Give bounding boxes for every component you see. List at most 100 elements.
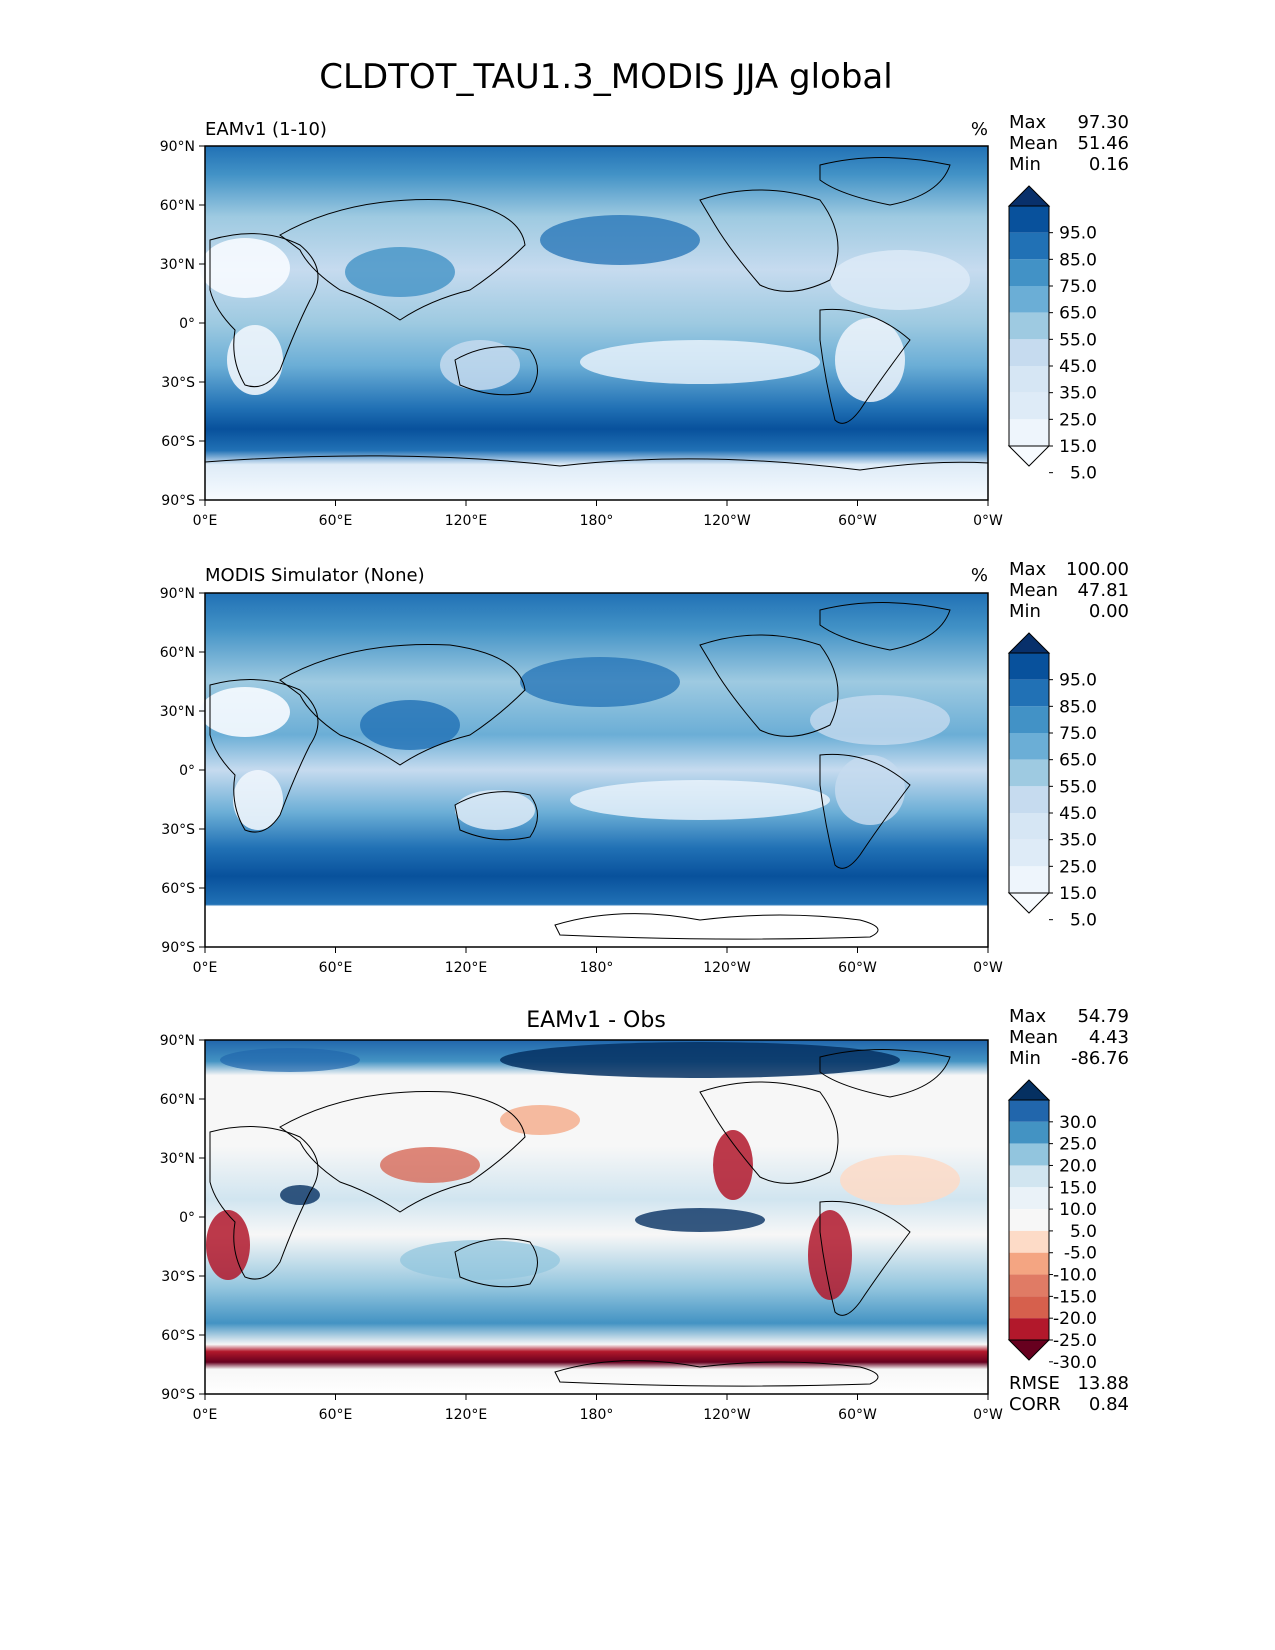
colorbar-label: 65.0 [1059, 751, 1097, 771]
colorbar-label: 15.0 [1059, 1178, 1097, 1198]
stat-value-min: 0.00 [1089, 601, 1129, 622]
map-plot [204, 1039, 989, 1395]
colorbar-segment [1009, 839, 1049, 867]
cloud-feature [200, 238, 290, 298]
y-tick-label: 60°N [160, 198, 195, 214]
y-tick-label: 30°S [161, 375, 195, 391]
cloud-feature [830, 250, 970, 310]
colorbar-segment [1009, 232, 1049, 260]
x-tick-label: 180° [580, 1407, 614, 1423]
x-tick-label: 0°W [973, 960, 1003, 976]
coastline-north-america [699, 634, 839, 737]
stat-label-min: Min [1009, 601, 1041, 622]
colorbar-frame [1008, 1099, 1050, 1341]
colorbar-label: -10.0 [1053, 1266, 1097, 1286]
stat-label-min: Min [1009, 154, 1041, 175]
colorbar-label: 75.0 [1059, 277, 1097, 297]
colorbar-label: 45.0 [1059, 357, 1097, 377]
coastline-australia [454, 1238, 538, 1288]
colorbar-label: 55.0 [1059, 777, 1097, 797]
x-tick-label: 60°W [838, 1407, 877, 1423]
colorbar-segment [1009, 392, 1049, 420]
colorbar-segment [1009, 1165, 1049, 1188]
stat-value-corr: 0.84 [1089, 1394, 1129, 1415]
x-tick-label: 120°E [445, 1407, 488, 1423]
x-tick-label: 0°W [973, 513, 1003, 529]
stat-value-max: 54.79 [1077, 1006, 1129, 1027]
coastline-south-america [819, 308, 911, 424]
coastline-asia [279, 643, 526, 766]
colorbar-label: 75.0 [1059, 724, 1097, 744]
colorbar-label: 35.0 [1059, 831, 1097, 851]
stats-block: Max 54.79 Mean 4.43 Min -86.76 [1009, 1006, 1129, 1069]
anomaly-feature [840, 1155, 960, 1205]
y-tick-label: 90°S [161, 1387, 195, 1403]
x-tick-label: 60°W [838, 960, 877, 976]
colorbar: 95.0 85.0 75.0 65.0 55.0 45.0 35.0 25.0 15.0 5.0 [1007, 632, 1097, 931]
cloud-feature [540, 215, 700, 265]
colorbar-extend-min [1007, 1339, 1051, 1361]
x-tick-label: 60°E [319, 960, 353, 976]
cloud-feature [520, 657, 680, 707]
coastline-africa [209, 233, 319, 388]
colorbar-segment [1009, 759, 1049, 787]
colorbar-segment [1009, 1318, 1049, 1340]
stat-value-max: 100.00 [1066, 559, 1129, 580]
colorbar-label: 5.0 [1070, 464, 1097, 484]
coastline-africa [209, 1126, 319, 1280]
stat-label-max: Max [1009, 1006, 1047, 1027]
y-axis: 90°N 60°N 30°N 0° 30°S 60°S 90°S [160, 139, 205, 509]
anomaly-feature [400, 1240, 560, 1280]
colorbar-label: -5.0 [1064, 1244, 1097, 1264]
colorbar-frame [1008, 205, 1050, 447]
coastline-antarctica [554, 1360, 879, 1387]
x-tick-label: 120°E [445, 960, 488, 976]
colorbar-segment [1009, 866, 1049, 893]
colorbar: 30.025.020.015.010.05.0-5.0-10.0-15.0-20… [1007, 1079, 1097, 1373]
coastlines [204, 157, 989, 471]
anomaly-feature [500, 1042, 900, 1078]
colorbar-label: -20.0 [1053, 1309, 1097, 1329]
stat-value-max: 97.30 [1077, 112, 1129, 133]
colorbar-label: 65.0 [1059, 304, 1097, 324]
colorbar-segment [1009, 366, 1049, 393]
y-tick-label: 60°N [160, 645, 195, 661]
colorbar-extend-max [1007, 185, 1051, 207]
colorbar-label: 95.0 [1059, 671, 1097, 691]
colorbar-segment [1009, 813, 1049, 840]
colorbar-label: 45.0 [1059, 804, 1097, 824]
y-tick-label: 90°N [160, 586, 195, 602]
y-tick-label: 60°N [160, 1092, 195, 1108]
colorbar-extend-min [1007, 892, 1051, 914]
stat-label-max: Max [1009, 112, 1047, 133]
stat-label-min: Min [1009, 1048, 1041, 1069]
x-tick-label: 60°E [319, 513, 353, 529]
coastline-south-america [819, 753, 911, 869]
colorbar-extend-max [1007, 1079, 1051, 1101]
y-tick-label: 90°N [160, 1033, 195, 1049]
cloud-feature [440, 340, 520, 390]
colorbar-segment [1009, 419, 1049, 446]
panel-reference: MODIS Simulator (None) % 90°N60°N3 [160, 559, 1129, 976]
colorbar-label: 55.0 [1059, 330, 1097, 350]
stats-block: Max 100.00 Mean 47.81 Min 0.00 [1009, 559, 1129, 622]
cloud-feature [835, 318, 905, 402]
colorbar-segment [1009, 286, 1049, 313]
coastline-australia [454, 346, 538, 396]
x-tick-label: 180° [580, 960, 614, 976]
panel-left-title: MODIS Simulator (None) [205, 565, 425, 586]
y-tick-label: 30°S [161, 822, 195, 838]
colorbar-label: 10.0 [1059, 1200, 1097, 1220]
stat-label-mean: Mean [1009, 1027, 1058, 1048]
coastline-greenland [819, 602, 951, 651]
colorbar-label: -30.0 [1053, 1353, 1097, 1373]
colorbar-segment [1009, 259, 1049, 286]
panel-units: % [971, 119, 988, 140]
colorbar-label: 15.0 [1059, 884, 1097, 904]
panel-left-title: EAMv1 (1-10) [205, 119, 327, 140]
colorbar-segment [1009, 733, 1049, 760]
colorbar-segment [1009, 1252, 1049, 1275]
y-tick-label: 60°S [161, 1328, 195, 1344]
colorbar-segment [1009, 312, 1049, 340]
colorbar-segment [1009, 1209, 1049, 1231]
